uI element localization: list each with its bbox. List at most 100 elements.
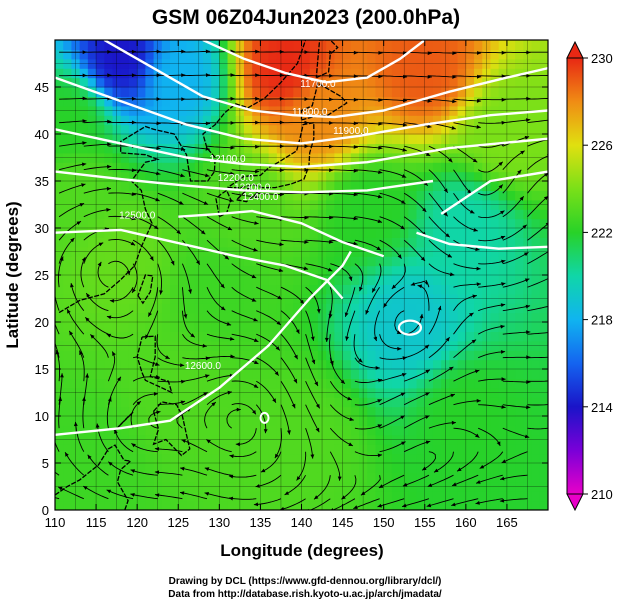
heat-cell — [342, 209, 352, 220]
heat-cell — [112, 425, 122, 436]
heat-cell — [383, 312, 393, 323]
heat-cell — [391, 293, 401, 304]
heat-cell — [87, 293, 97, 304]
heat-cell — [474, 190, 483, 201]
heat-cell — [79, 246, 89, 257]
heat-cell — [490, 387, 500, 398]
heat-cell — [194, 68, 204, 79]
heat-cell — [506, 105, 516, 116]
heat-cell — [375, 181, 385, 191]
heat-cell — [178, 246, 188, 257]
streamline — [157, 216, 182, 235]
heat-cell — [342, 303, 352, 314]
heat-cell — [104, 463, 114, 473]
heat-cell — [457, 416, 467, 426]
heat-cell — [293, 275, 303, 285]
heat-cell — [375, 284, 385, 295]
heat-cell — [71, 500, 81, 510]
heat-cell — [441, 303, 450, 314]
heat-cell — [260, 58, 270, 69]
streamline-arrow — [329, 191, 334, 196]
heat-cell — [383, 350, 393, 361]
streamline-arrow — [130, 493, 135, 497]
heat-cell — [326, 293, 335, 304]
streamline — [330, 263, 353, 282]
heat-cell — [449, 68, 459, 79]
heat-cell — [96, 416, 105, 426]
heat-cell — [202, 190, 212, 201]
heat-cell — [482, 152, 492, 163]
heat-cell — [186, 218, 196, 229]
heat-cell — [178, 275, 188, 285]
heat-cell — [408, 472, 418, 483]
heat-cell — [367, 87, 377, 97]
streamline-arrow — [377, 424, 382, 428]
heat-cell — [153, 312, 163, 323]
streamline-arrow — [427, 124, 432, 129]
heat-cell — [170, 181, 179, 191]
heat-cell — [490, 425, 500, 436]
heat-cell — [170, 77, 179, 88]
heat-cell — [383, 472, 393, 483]
streamline — [55, 341, 60, 358]
heat-cell — [260, 265, 270, 276]
heat-cell — [63, 350, 73, 361]
heat-cell — [243, 416, 253, 426]
heat-cell — [457, 369, 467, 379]
heat-cell — [416, 472, 426, 483]
streamline — [75, 421, 85, 452]
heat-cell — [260, 77, 270, 88]
heat-cell — [128, 406, 138, 417]
streamline-arrow — [551, 403, 555, 407]
streamline — [68, 330, 85, 358]
streamline-arrow — [524, 135, 530, 140]
heat-cell — [104, 359, 114, 370]
heat-cell — [449, 425, 459, 436]
heat-cell — [400, 331, 409, 342]
heat-cell — [63, 68, 73, 79]
colorbar-tick-label: 218 — [591, 313, 613, 328]
heat-cell — [178, 58, 188, 69]
heat-cell — [383, 162, 393, 173]
heat-cell — [63, 152, 73, 163]
heat-cell — [285, 228, 294, 238]
heat-cell — [350, 500, 360, 510]
heat-cell — [194, 500, 204, 510]
heat-cell — [350, 312, 360, 323]
heat-cell — [342, 387, 352, 398]
heat-cell — [506, 96, 516, 107]
heat-cell — [96, 96, 105, 107]
heat-cell — [227, 284, 237, 295]
streamline — [403, 415, 430, 429]
streamline — [330, 192, 358, 196]
heat-cell — [326, 491, 335, 502]
heat-cell — [202, 378, 212, 389]
heat-cell — [317, 68, 327, 79]
heat-cell — [55, 387, 64, 398]
heat-cell — [243, 87, 253, 97]
heat-cell — [178, 115, 188, 126]
heat-cell — [539, 58, 548, 69]
heat-cell — [490, 463, 500, 473]
heat-cell — [104, 369, 114, 379]
heat-cell — [523, 322, 533, 332]
streamline-arrow — [224, 255, 229, 260]
heat-cell — [309, 491, 319, 502]
heat-cell — [367, 265, 377, 276]
heat-cell — [400, 275, 409, 285]
heat-cell — [432, 152, 442, 163]
heat-cell — [531, 58, 541, 69]
heat-cell — [441, 171, 450, 182]
heat-cell — [71, 152, 81, 163]
heat-cell — [342, 124, 352, 135]
heat-cell — [178, 237, 188, 248]
heat-cell — [145, 124, 155, 135]
heat-cell — [465, 275, 475, 285]
heat-cell — [367, 369, 377, 379]
streamline-arrow — [345, 336, 349, 341]
heat-cell — [79, 434, 89, 445]
coastline — [300, 82, 348, 121]
heat-cell — [63, 49, 73, 60]
heat-cell — [301, 171, 311, 182]
streamline-arrow — [543, 196, 548, 201]
